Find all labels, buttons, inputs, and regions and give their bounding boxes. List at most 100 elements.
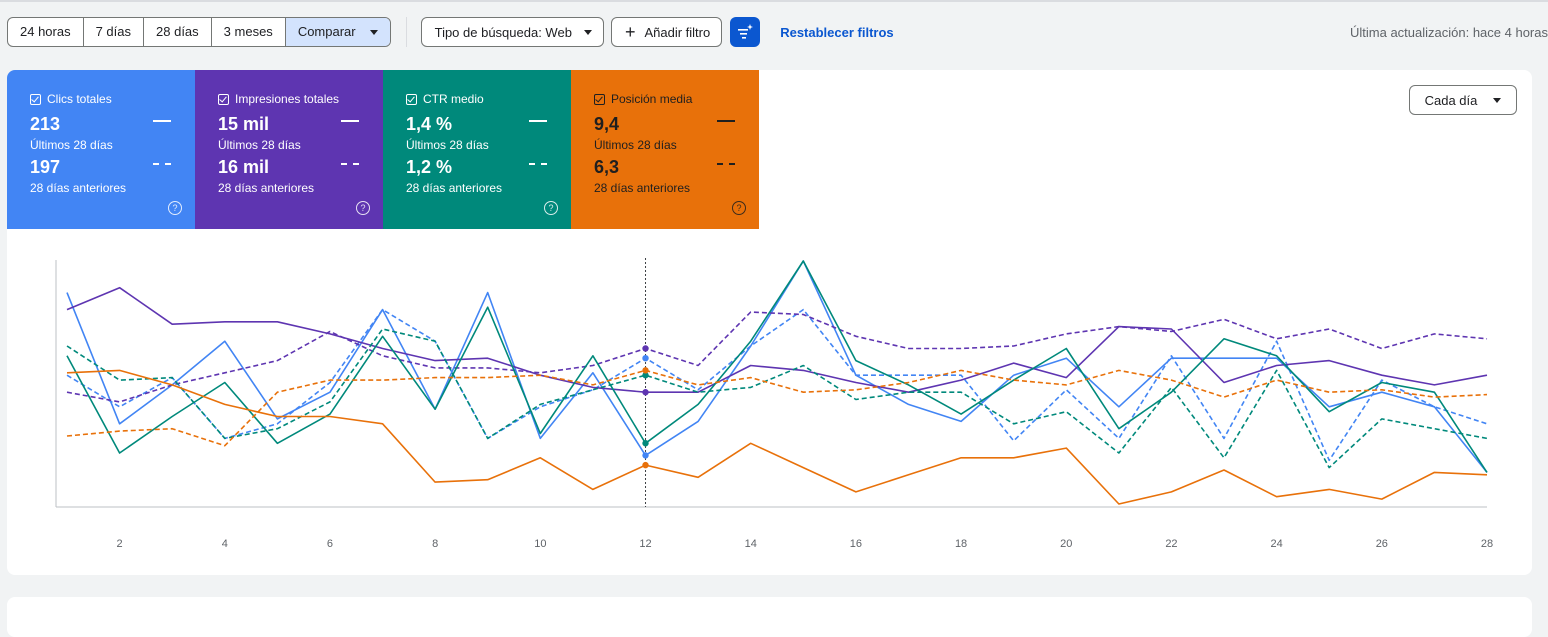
metric-tile-position[interactable]: Posición media 9,4 Últimos 28 días 6,3 28 dí… (571, 70, 759, 229)
metric-current-label: Últimos 28 días (406, 138, 489, 152)
metric-previous-value: 1,2 % (406, 157, 453, 177)
granularity-label: Cada día (1424, 92, 1478, 108)
toolbar: 24 horas 7 días 28 días 3 meses Comparar… (7, 17, 1548, 47)
series-line-2 (66, 286, 1488, 394)
x-tick-label: 26 (1376, 538, 1388, 550)
filter-sparkle-icon (738, 24, 754, 39)
chevron-down-icon (583, 29, 592, 35)
metric-previous-value: 16 mil (218, 157, 270, 177)
x-tick-label: 8 (432, 538, 438, 550)
checkbox-checked-icon[interactable] (30, 93, 41, 105)
metric-previous-label: 28 días anteriores (30, 181, 127, 195)
hover-point-1 (642, 355, 649, 362)
top-divider (0, 0, 1548, 2)
series-line-4 (66, 260, 1488, 473)
date-range-selector: 24 horas 7 días 28 días 3 meses Comparar (7, 17, 391, 47)
x-tick-label: 24 (1271, 538, 1283, 550)
range-28d-button[interactable]: 28 días (144, 18, 212, 46)
search-type-label: Tipo de búsqueda: Web (434, 24, 572, 40)
x-tick-label: 4 (222, 538, 228, 550)
x-tick-label: 14 (745, 538, 757, 550)
compare-button[interactable]: Comparar (285, 18, 390, 46)
plus-icon: + (624, 22, 636, 42)
series-line-0 (66, 260, 1488, 473)
hover-point-4 (642, 440, 649, 447)
help-icon[interactable]: ? (168, 201, 182, 215)
metric-current-label: Últimos 28 días (30, 138, 113, 152)
solid-line-legend-icon (153, 120, 171, 122)
metric-title: Posición media (611, 92, 693, 106)
chevron-down-icon (1493, 97, 1502, 103)
metric-header: CTR medio (406, 92, 484, 106)
metric-title: CTR medio (423, 92, 484, 106)
range-7d-button[interactable]: 7 días (84, 18, 145, 46)
series-line-3 (66, 311, 1488, 403)
dashed-line-legend-icon (153, 163, 171, 165)
dashed-line-legend-icon (529, 163, 547, 165)
x-tick-label: 12 (639, 538, 651, 550)
granularity-dropdown[interactable]: Cada día (1409, 85, 1517, 115)
checkbox-checked-icon[interactable] (594, 93, 605, 105)
metric-previous-label: 28 días anteriores (594, 181, 691, 195)
performance-card: Clics totales 213 Últimos 28 días 197 28 día… (7, 70, 1532, 575)
series-line-1 (66, 308, 1488, 462)
hover-point-5 (642, 372, 649, 379)
metric-current-value: 213 (30, 114, 61, 134)
metric-tile-impressions[interactable]: Impresiones totales 15 mil Últimos 28 días… (195, 70, 383, 229)
checkbox-checked-icon[interactable] (218, 93, 229, 105)
solid-line-legend-icon (717, 120, 735, 122)
hover-point-2 (642, 389, 649, 396)
metric-current-label: Últimos 28 días (218, 138, 301, 152)
metric-tile-clicks[interactable]: Clics totales 213 Últimos 28 días 197 28 día… (7, 70, 195, 229)
performance-chart[interactable]: 2 4 6 8 10 12 14 16 18 20 22 24 26 28 (7, 70, 1532, 575)
range-24h-button[interactable]: 24 horas (8, 18, 84, 46)
metric-header: Clics totales (30, 92, 112, 106)
metric-title: Impresiones totales (235, 92, 340, 106)
metric-previous-label: 28 días anteriores (218, 181, 315, 195)
metric-current-value: 9,4 (594, 114, 620, 134)
reset-filters-link[interactable]: Restablecer filtros (780, 24, 894, 40)
chevron-down-icon (369, 29, 378, 35)
range-3m-button[interactable]: 3 meses (212, 18, 286, 46)
x-tick-label: 18 (955, 538, 967, 550)
metric-current-value: 15 mil (218, 114, 270, 134)
help-icon[interactable]: ? (544, 201, 558, 215)
add-filter-label: Añadir filtro (644, 24, 711, 40)
help-icon[interactable]: ? (356, 201, 370, 215)
x-tick-label: 10 (534, 538, 546, 550)
metric-previous-value: 197 (30, 157, 61, 177)
metric-previous-value: 6,3 (594, 157, 620, 177)
x-tick-label: 28 (1481, 538, 1493, 550)
compare-label: Comparar (297, 24, 356, 39)
x-tick-label: 2 (117, 538, 123, 550)
hover-point-0 (642, 452, 649, 459)
secondary-card (7, 597, 1532, 637)
metric-current-label: Últimos 28 días (594, 138, 677, 152)
metric-header: Posición media (594, 92, 692, 106)
metric-tile-ctr[interactable]: CTR medio 1,4 % Últimos 28 días 1,2 % 28 día… (383, 70, 571, 229)
metric-title: Clics totales (47, 92, 112, 106)
metric-header: Impresiones totales (218, 92, 339, 106)
x-tick-label: 6 (327, 538, 333, 550)
checkbox-checked-icon[interactable] (406, 93, 417, 105)
hover-point-3 (642, 345, 649, 352)
add-filter-button[interactable]: + Añadir filtro (610, 17, 723, 47)
x-tick-label: 16 (850, 538, 862, 550)
metric-current-value: 1,4 % (406, 114, 453, 134)
solid-line-legend-icon (341, 120, 359, 122)
series-line-6 (66, 369, 1488, 505)
toolbar-divider (405, 17, 407, 47)
series-line-7 (66, 369, 1488, 447)
filter-suggest-button[interactable] (730, 17, 761, 47)
metric-previous-label: 28 días anteriores (406, 181, 503, 195)
dashed-line-legend-icon (341, 163, 359, 165)
last-updated-text: Última actualización: hace 4 horas (1350, 24, 1548, 40)
solid-line-legend-icon (529, 120, 547, 122)
search-type-dropdown[interactable]: Tipo de búsqueda: Web (420, 17, 604, 47)
series-line-5 (66, 328, 1488, 469)
dashed-line-legend-icon (717, 163, 735, 165)
hover-point-7 (642, 367, 649, 374)
hover-point-6 (642, 461, 649, 469)
help-icon[interactable]: ? (732, 201, 746, 215)
x-tick-label: 20 (1060, 538, 1072, 550)
